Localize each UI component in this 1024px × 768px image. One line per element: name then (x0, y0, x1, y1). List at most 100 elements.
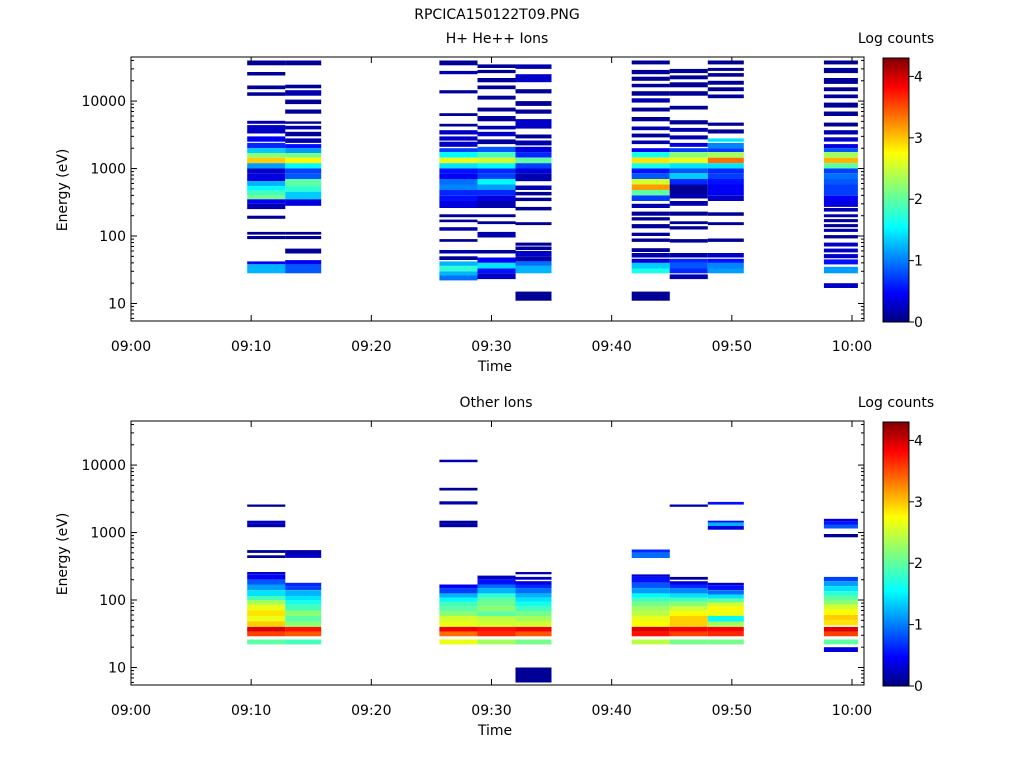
heatmap-cell (247, 555, 286, 558)
heatmap-cell (669, 258, 708, 263)
panel-title: H+ He++ Ions (446, 31, 549, 47)
heatmap-cell (823, 137, 858, 142)
heatmap-cell (823, 148, 858, 153)
heatmap-cell (631, 576, 670, 583)
heatmap-cell (439, 239, 478, 242)
heatmap-cell (707, 190, 744, 196)
heatmap-cell (247, 153, 286, 158)
heatmap-cell (247, 120, 286, 124)
heatmap-cell (707, 195, 744, 201)
heatmap-cell (439, 184, 478, 190)
heatmap-cell (285, 590, 322, 596)
heatmap-cell (515, 265, 552, 274)
heatmap-cell (439, 261, 478, 266)
heatmap-cell (707, 626, 744, 632)
heatmap-cell (707, 526, 744, 530)
heatmap-cell (707, 258, 744, 263)
heatmap-cell (285, 600, 322, 605)
heatmap-cell (285, 148, 322, 153)
heatmap-cell (707, 616, 744, 622)
heatmap-cell (439, 523, 478, 528)
heatmap-cell (669, 606, 708, 612)
heatmap-cell (823, 157, 858, 164)
heatmap-cell (823, 639, 858, 645)
heatmap-cell (439, 130, 478, 135)
heatmap-cell (631, 631, 670, 637)
heatmap-cell (247, 231, 286, 235)
heatmap-cell (669, 601, 708, 607)
heatmap-cell (439, 616, 478, 622)
heatmap-cell (631, 621, 670, 627)
heatmap-cell (631, 597, 670, 602)
x-tick-label: 09:10 (231, 703, 271, 719)
heatmap-cell (515, 242, 552, 246)
heatmap-cell (669, 68, 708, 74)
heatmap-cell (707, 173, 744, 179)
heatmap-cell (477, 631, 516, 637)
heatmap-cell (631, 574, 670, 577)
heatmap-cell (247, 157, 286, 164)
heatmap-cell (285, 260, 322, 265)
heatmap-cell (285, 199, 322, 206)
heatmap-cell (707, 60, 744, 65)
heatmap-cell (823, 122, 858, 127)
colorbar-tick-label: 3 (914, 495, 923, 511)
heatmap-cell (247, 600, 286, 605)
heatmap-cell (823, 111, 858, 116)
heatmap-cell (439, 201, 478, 208)
heatmap-cell (823, 235, 858, 239)
heatmap-cell (477, 588, 516, 594)
heatmap-cell (631, 148, 670, 153)
heatmap-cell (439, 256, 478, 260)
heatmap-cell (247, 264, 286, 274)
heatmap-cell (631, 91, 670, 96)
heatmap-cell (515, 251, 552, 257)
heatmap-cell (515, 109, 552, 114)
heatmap-cell (477, 601, 516, 607)
heatmap-cell (707, 94, 744, 99)
heatmap-cell (285, 550, 322, 555)
heatmap-cell (669, 588, 708, 594)
heatmap-cell (707, 621, 744, 627)
heatmap-cell (823, 615, 858, 621)
heatmap-cell (515, 593, 552, 598)
heatmap-cell (823, 179, 858, 185)
heatmap-cell (515, 588, 552, 594)
heatmap-cell (515, 611, 552, 616)
heatmap-cell (823, 214, 858, 218)
heatmap-cell (823, 144, 858, 149)
heatmap-cell (631, 83, 670, 88)
heatmap-cell (823, 102, 858, 108)
heatmap-cell (247, 631, 286, 637)
heatmap-cell (823, 201, 858, 207)
heatmap-cell (247, 181, 286, 187)
heatmap-cell (669, 127, 708, 132)
heatmap-cell (247, 604, 286, 611)
heatmap-cell (439, 90, 478, 94)
colorbar-tick-label: 3 (914, 131, 923, 147)
heatmap-cell (823, 219, 858, 223)
heatmap-cell (707, 212, 744, 216)
x-tick-label: 09:30 (471, 339, 511, 355)
heatmap-cell (669, 274, 708, 280)
heatmap-cell (439, 123, 478, 127)
heatmap-cells (247, 459, 858, 683)
heatmap-cell (285, 179, 322, 187)
heatmap-cell (439, 459, 478, 463)
heatmap-cell (515, 256, 552, 262)
heatmap-cell (285, 264, 322, 274)
panel-h-he-ions: 09:00 09:10 09:20 09:30 09:40 09:50 10:0010100… (55, 31, 934, 375)
heatmap-cell (823, 631, 858, 637)
heatmap-cell (477, 190, 516, 196)
heatmap-cell (285, 231, 322, 235)
heatmap-cell (477, 116, 516, 122)
heatmap-cells (247, 60, 858, 301)
x-tick-label: 09:00 (111, 703, 151, 719)
heatmap-cell (247, 92, 286, 96)
heatmap-cell (439, 631, 478, 637)
heatmap-cell (707, 590, 744, 595)
heatmap-cell (439, 487, 478, 491)
heatmap-cell (439, 250, 478, 254)
heatmap-cell (247, 626, 286, 632)
heatmap-cell (285, 582, 322, 587)
